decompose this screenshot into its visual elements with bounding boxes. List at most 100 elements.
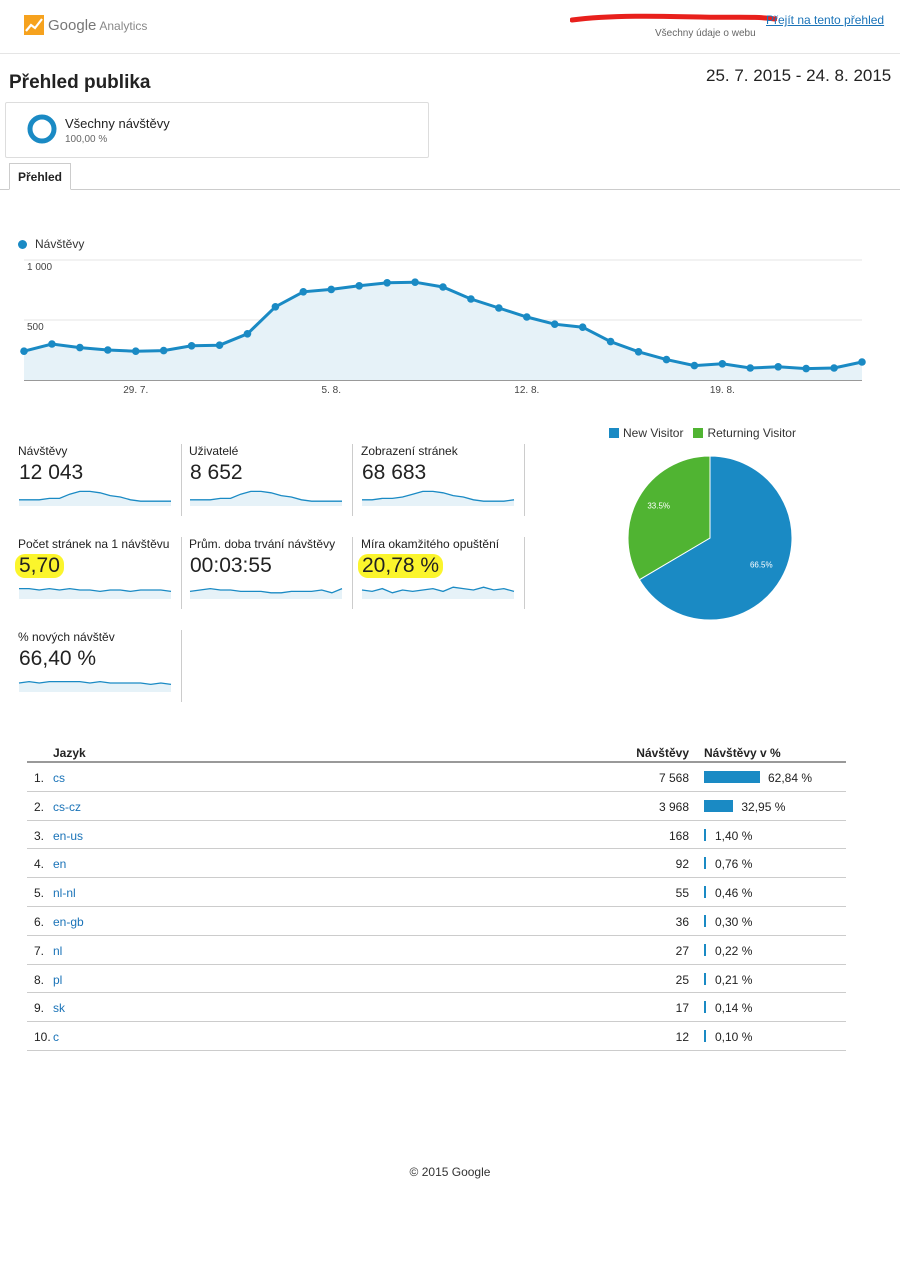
data-point[interactable] (271, 303, 280, 311)
data-point[interactable] (774, 363, 782, 371)
redaction-mark (570, 13, 777, 23)
col-header-lang[interactable]: Jazyk (53, 746, 86, 760)
data-point[interactable] (830, 364, 838, 372)
row-language-link[interactable]: cs-cz (53, 799, 81, 814)
segment-ring-icon (27, 114, 57, 144)
data-point[interactable] (215, 341, 224, 349)
col-header-visits[interactable]: Návštěvy (636, 746, 689, 760)
legend-swatch-icon (693, 428, 704, 438)
table-row: 10. c 12 0,10 % (27, 1022, 846, 1051)
y-tick-label: 1 000 (27, 262, 52, 273)
data-point[interactable] (48, 340, 56, 348)
data-point[interactable] (131, 347, 140, 355)
row-index: 3. (34, 828, 45, 843)
data-point[interactable] (634, 348, 643, 356)
data-point[interactable] (20, 347, 28, 355)
row-share-bar (704, 1030, 706, 1043)
segment-pct: 100,00 % (65, 134, 108, 145)
row-share-pct: 0,10 % (715, 1030, 753, 1045)
row-index: 4. (34, 857, 45, 872)
data-point[interactable] (523, 313, 531, 321)
data-point[interactable] (858, 358, 866, 366)
row-language-link[interactable]: en (53, 857, 67, 872)
row-language-link[interactable]: c (53, 1030, 59, 1045)
data-point[interactable] (662, 355, 671, 364)
metric-card[interactable]: Návštěvy 12 043 (18, 444, 182, 516)
metric-label: Prům. doba trvání návštěvy (189, 537, 336, 551)
data-point[interactable] (383, 279, 391, 287)
data-point[interactable] (327, 285, 336, 294)
sparkline-line (19, 490, 171, 502)
sparkline-line (18, 680, 172, 686)
data-point[interactable] (355, 282, 364, 290)
row-share-bar (704, 828, 706, 841)
data-point[interactable] (606, 337, 615, 346)
page-title: Přehled publika (9, 72, 151, 93)
go-to-report-link[interactable]: Přejít na tento přehled (766, 13, 885, 27)
row-share-bar (704, 799, 734, 812)
pie-slice-label: 33.5% (647, 502, 670, 511)
row-share-pct: 0,22 % (715, 943, 753, 958)
data-point[interactable] (550, 320, 559, 328)
legend-dot-icon (18, 239, 27, 249)
data-point[interactable] (439, 283, 447, 291)
x-tick-label: 5. 8. (322, 385, 341, 396)
data-point[interactable] (243, 330, 252, 338)
table-row: 6. en-gb 36 0,30 % (27, 907, 846, 936)
metric-card[interactable]: Zobrazení stránek 68 683 (361, 444, 525, 516)
row-share-pct: 0,46 % (715, 886, 753, 901)
sparkline-area (19, 491, 171, 506)
row-share-pct: 32,95 % (741, 799, 786, 814)
data-point[interactable] (299, 288, 308, 296)
data-point[interactable] (718, 360, 727, 368)
metric-card[interactable]: Uživatelé 8 652 (189, 444, 353, 516)
metric-card[interactable]: Počet stránek na 1 návštěvu 5,70 (15, 537, 182, 609)
tab-overview[interactable]: Přehled (9, 163, 72, 190)
row-index: 10. (34, 1030, 51, 1045)
segment-card[interactable]: Všechny návštěvy 100,00 % (5, 102, 429, 158)
date-range[interactable]: 25. 7. 2015 - 24. 8. 2015 (706, 66, 892, 85)
data-point[interactable] (411, 278, 419, 286)
row-language-link[interactable]: en-us (53, 828, 84, 843)
data-point[interactable] (746, 364, 755, 372)
data-point[interactable] (578, 323, 587, 331)
row-share-pct: 62,84 % (768, 771, 813, 785)
metric-sparkline (18, 680, 172, 692)
data-point[interactable] (690, 361, 699, 370)
property-subtitle: Všechny údaje o webu (655, 28, 756, 39)
data-point[interactable] (802, 364, 810, 373)
data-point[interactable] (159, 346, 168, 355)
metric-card[interactable]: Míra okamžitého opuštění 20,78 % (358, 537, 525, 609)
data-point[interactable] (467, 295, 475, 303)
row-share-pct: 0,21 % (715, 972, 753, 987)
row-language-link[interactable]: nl (53, 943, 63, 958)
row-language-link[interactable]: cs (53, 771, 65, 785)
col-header-pct[interactable]: Návštěvy v % (704, 746, 781, 760)
metric-card[interactable]: % nových návštěv 66,40 % (18, 630, 182, 702)
row-language-link[interactable]: sk (53, 1001, 65, 1016)
row-index: 9. (34, 1001, 45, 1016)
metric-sparkline (361, 586, 515, 599)
row-language-link[interactable]: nl-nl (53, 886, 76, 901)
metric-sparkline (19, 490, 171, 506)
data-point[interactable] (104, 346, 112, 354)
pie-legend-label: New Visitor (623, 426, 684, 440)
row-visits: 3 968 (658, 799, 689, 814)
row-language-link[interactable]: pl (53, 972, 63, 987)
row-share-bar (704, 914, 706, 927)
row-language-link[interactable]: en-gb (53, 914, 84, 929)
line-chart: 1 000 500 29. 7. 5. 8. 12. 8. 19. 8. (20, 259, 866, 396)
row-visits: 12 (675, 1030, 689, 1045)
data-point[interactable] (495, 304, 503, 312)
pie-slice-label: 66.5% (750, 560, 773, 569)
data-point[interactable] (187, 342, 196, 350)
metric-card[interactable]: Prům. doba trvání návštěvy 00:03:55 (189, 537, 353, 609)
sparkline-line (19, 587, 172, 593)
table-row: 7. nl 27 0,22 % (27, 936, 846, 965)
pie-slice[interactable] (638, 455, 793, 621)
pie-slice[interactable] (627, 455, 711, 581)
top-bar: Google Analytics Přejít na tento přehled … (0, 0, 900, 54)
metric-sparkline (190, 490, 342, 506)
data-point[interactable] (76, 343, 84, 352)
google-analytics-logo[interactable]: Google Analytics (24, 14, 147, 36)
